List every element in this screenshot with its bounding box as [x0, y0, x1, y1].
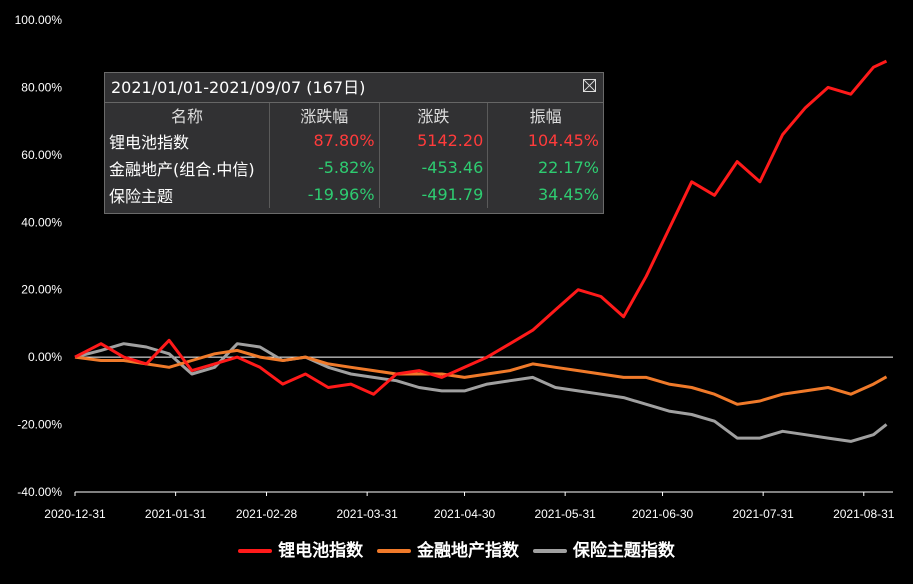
range-stats-table: 名称 涨跌幅 涨跌 振幅 锂电池指数 87.80% 5142.20 104.45…	[105, 103, 603, 208]
header-name: 名称	[105, 103, 270, 127]
x-tick-label: 2021-02-28	[236, 507, 298, 521]
chart-legend: 锂电池指数 金融地产指数 保险主题指数	[0, 536, 913, 561]
range-stats-row[interactable]: 锂电池指数 87.80% 5142.20 104.45%	[105, 127, 603, 154]
y-tick-label: 20.00%	[21, 283, 62, 297]
legend-item-finance[interactable]: 金融地产指数	[377, 536, 519, 561]
row-pct: -19.96%	[269, 181, 380, 208]
series-line-1	[74, 348, 888, 406]
row-amp: 34.45%	[537, 185, 599, 204]
row-chg: -453.46	[379, 154, 489, 181]
legend-label: 保险主题指数	[572, 541, 675, 561]
range-stats-row[interactable]: 金融地产(组合.中信) -5.82% -453.46 22.17%	[105, 154, 603, 181]
x-tick-label: 2021-01-31	[145, 507, 207, 521]
y-tick-label: -40.00%	[17, 485, 62, 499]
legend-swatch	[377, 549, 411, 553]
legend-item-insurance[interactable]: 保险主题指数	[532, 536, 675, 561]
x-tick-label: 2021-08-31	[833, 507, 895, 521]
row-pct: -5.82%	[269, 154, 380, 181]
x-tick-label: 2020-12-31	[44, 507, 106, 521]
range-stats-header-row: 名称 涨跌幅 涨跌 振幅	[105, 103, 603, 127]
series-line-0	[74, 59, 888, 396]
row-amp: 104.45%	[527, 131, 599, 150]
range-stats-panel: 2021/01/01-2021/09/07 (167日) 名称 涨跌幅 涨跌 振…	[104, 72, 604, 214]
header-pct: 涨跌幅	[269, 103, 380, 127]
row-name: 锂电池指数	[105, 127, 270, 154]
row-amp: 22.17%	[537, 158, 599, 177]
x-tick-label: 2021-06-30	[632, 507, 694, 521]
x-tick-label: 2021-07-31	[732, 507, 794, 521]
row-chg: 5142.20	[379, 127, 489, 154]
y-tick-label: 40.00%	[21, 215, 62, 229]
range-stats-row[interactable]: 保险主题 -19.96% -491.79 34.45%	[105, 181, 603, 208]
legend-swatch	[238, 549, 273, 553]
range-stats-title-text: 2021/01/01-2021/09/07 (167日)	[111, 78, 366, 97]
y-tick-label: -20.00%	[17, 418, 62, 432]
y-tick-label: 0.00%	[28, 350, 62, 364]
y-tick-label: 60.00%	[21, 148, 62, 162]
series-line-2	[74, 342, 888, 443]
legend-label: 金融地产指数	[417, 541, 519, 561]
row-pct: 87.80%	[269, 127, 380, 154]
range-stats-title: 2021/01/01-2021/09/07 (167日)	[105, 73, 603, 103]
x-tick-label: 2021-03-31	[336, 507, 398, 521]
header-chg: 涨跌	[379, 103, 489, 127]
legend-item-lithium[interactable]: 锂电池指数	[238, 536, 363, 561]
header-amp: 振幅	[529, 107, 562, 126]
row-chg: -491.79	[379, 181, 489, 208]
x-tick-label: 2021-05-31	[534, 507, 596, 521]
y-tick-label: 80.00%	[21, 80, 62, 94]
row-name: 保险主题	[105, 181, 270, 208]
legend-swatch	[532, 549, 567, 553]
close-icon[interactable]	[583, 79, 596, 92]
y-tick-label: 100.00%	[15, 13, 63, 27]
legend-label: 锂电池指数	[278, 541, 364, 561]
row-name: 金融地产(组合.中信)	[105, 154, 270, 181]
x-tick-label: 2021-04-30	[434, 507, 496, 521]
